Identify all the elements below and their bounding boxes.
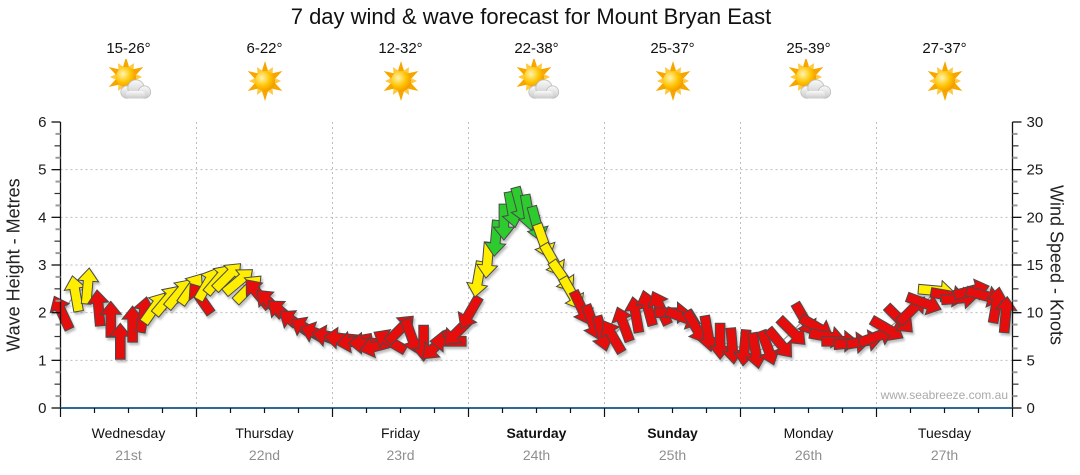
chart-title: 7 day wind & wave forecast for Mount Bry… [290, 4, 772, 29]
day-forecast-monday: 25-39° [749, 40, 869, 110]
temperature-range: 15-26° [106, 40, 151, 57]
watermark: www.seabreeze.com.au [880, 388, 1008, 402]
wind-arrow [457, 294, 484, 329]
svg-text:2: 2 [38, 305, 46, 322]
wind-arrow [600, 320, 627, 356]
day-label: Saturday [507, 425, 567, 441]
svg-text:3: 3 [38, 257, 46, 274]
sun-icon [927, 61, 962, 101]
svg-text:5: 5 [38, 162, 46, 179]
wind-arrow [86, 289, 110, 327]
date-label: 24th [523, 447, 550, 463]
day-forecast-tuesday: 27-37° [885, 40, 1005, 110]
date-label: 22nd [249, 447, 280, 463]
sun-cloud-icon [516, 57, 559, 99]
temperature-range: 25-39° [786, 40, 831, 57]
gridlines [60, 122, 1013, 408]
right-axis: 0 5 10 15 20 25 30 [1011, 114, 1044, 417]
day-label: Sunday [647, 425, 698, 441]
svg-text:5: 5 [1027, 352, 1035, 369]
date-label: 21st [115, 447, 142, 463]
x-axis: Wednesday 21st Thursday 22nd Friday 23rd Satur… [59, 407, 1014, 463]
day-label: Tuesday [918, 425, 971, 441]
temperature-range: 12-32° [378, 40, 423, 57]
sun-cloud-icon [108, 57, 151, 99]
wind-arrow [492, 203, 516, 241]
sun-icon [655, 61, 690, 101]
svg-text:1: 1 [38, 352, 46, 369]
date-label: 23rd [386, 447, 414, 463]
day-forecast-thursday: 6-22° [205, 40, 325, 110]
day-forecast-saturday: 22-38° [477, 40, 597, 110]
svg-text:0: 0 [38, 400, 46, 417]
date-label: 27th [931, 447, 958, 463]
wind-arrow [994, 295, 1018, 334]
svg-text:30: 30 [1027, 114, 1044, 131]
date-label: 25th [659, 447, 686, 463]
wind-arrow [99, 300, 123, 338]
wind-arrow [49, 295, 75, 332]
day-label: Monday [784, 425, 834, 441]
temperature-range: 22-38° [514, 40, 559, 57]
svg-text:10: 10 [1027, 305, 1044, 322]
wind-arrows [49, 185, 1018, 370]
temperature-range: 27-37° [922, 40, 967, 57]
svg-text:4: 4 [38, 209, 46, 226]
sun-icon [383, 61, 418, 101]
date-label: 26th [795, 447, 822, 463]
svg-text:15: 15 [1027, 257, 1044, 274]
sun-cloud-icon [788, 57, 831, 99]
svg-text:20: 20 [1027, 209, 1044, 226]
day-forecast-sunday: 25-37° [613, 40, 733, 110]
day-forecast-wednesday: 15-26° [69, 40, 189, 110]
sun-icon [247, 61, 282, 101]
svg-text:0: 0 [1027, 400, 1035, 417]
left-axis: 0 1 2 3 4 5 6 [38, 114, 62, 417]
day-label: Friday [381, 425, 420, 441]
svg-text:6: 6 [38, 114, 46, 131]
svg-text:25: 25 [1027, 162, 1044, 179]
wind-arrow [76, 267, 100, 305]
day-label: Wednesday [92, 425, 166, 441]
day-label: Thursday [235, 425, 293, 441]
day-forecast-friday: 12-32° [341, 40, 461, 110]
temperature-range: 6-22° [246, 40, 283, 57]
temperature-range: 25-37° [650, 40, 695, 57]
